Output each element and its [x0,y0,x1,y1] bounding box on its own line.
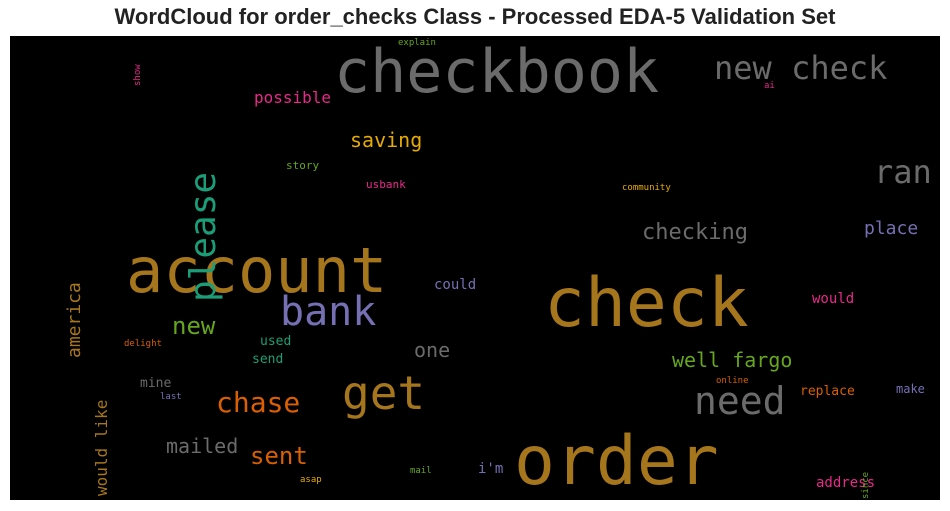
word-community: community [622,183,671,193]
word-new-check: new check [714,49,888,87]
word-get: get [342,366,426,420]
word-america: america [64,282,85,358]
word-send: send [252,352,284,367]
word-could: could [434,277,477,293]
word-order: order [514,422,719,500]
word-new: new [172,312,216,340]
word-usbank: usbank [366,178,406,191]
word-place: place [864,218,919,239]
word-show: show [133,64,143,86]
word-well-fargo: well fargo [672,348,793,372]
word-account: account [126,234,388,307]
word-bank: bank [280,289,377,335]
chart-title: WordCloud for order_checks Class - Proce… [114,4,836,29]
word-ai: ai [764,81,775,91]
word-explain: explain [398,38,436,48]
word-online: online [716,376,749,386]
word-would-like: would like [92,399,111,496]
word-ran: ran [874,153,932,191]
word-asap: asap [300,475,322,485]
word-saving: saving [350,128,423,152]
word-last: last [160,392,182,402]
word-please: please [183,171,224,302]
word-mine: mine [140,376,172,391]
word-address: address [816,475,876,491]
word-i-m: i'm [478,461,504,477]
word-since: since [861,471,871,499]
word-one: one [414,338,451,362]
word-checking: checking [642,220,748,245]
word-mail: mail [410,466,432,476]
word-possible: possible [254,88,332,107]
word-delight: delight [124,339,162,349]
word-check: check [544,264,749,343]
word-story: story [286,159,320,172]
word-would: would [812,291,855,307]
word-checkbook: checkbook [334,37,660,107]
word-chase: chase [216,386,301,419]
word-need: need [694,379,786,423]
wordcloud-canvas: checkbook order check account bank get need new… [10,36,940,500]
word-make: make [896,382,925,396]
word-replace: replace [800,384,855,399]
word-sent: sent [250,442,308,470]
word-used: used [260,334,292,349]
word-mailed: mailed [166,434,239,458]
